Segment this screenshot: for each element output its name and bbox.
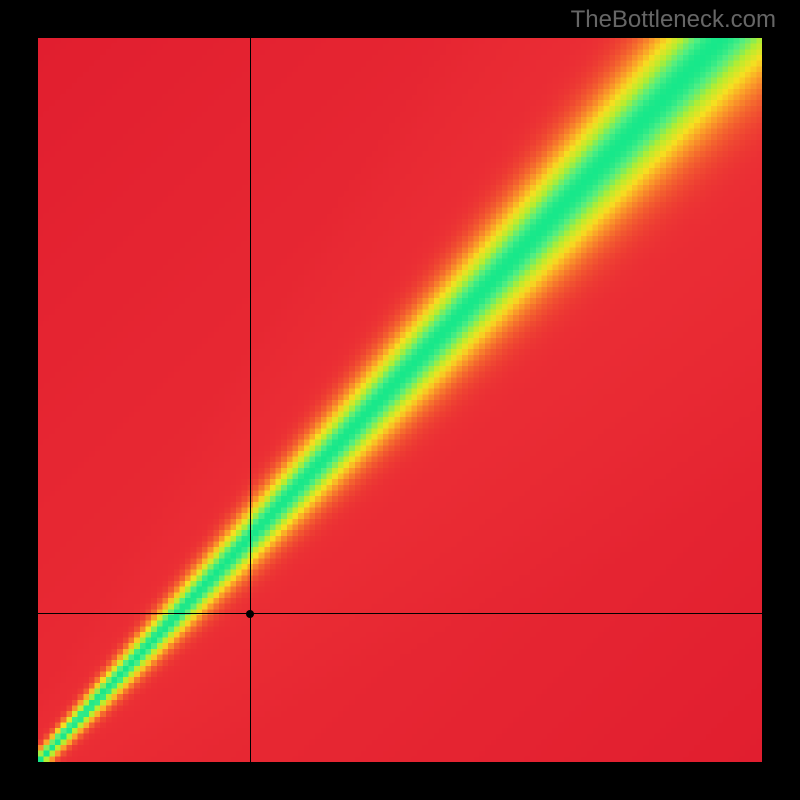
marker-dot (246, 610, 254, 618)
watermark-text: TheBottleneck.com (571, 6, 776, 34)
crosshair-horizontal (38, 613, 762, 614)
bottleneck-heatmap (38, 38, 762, 762)
chart-root: TheBottleneck.com (0, 0, 800, 800)
crosshair-vertical (250, 38, 251, 762)
